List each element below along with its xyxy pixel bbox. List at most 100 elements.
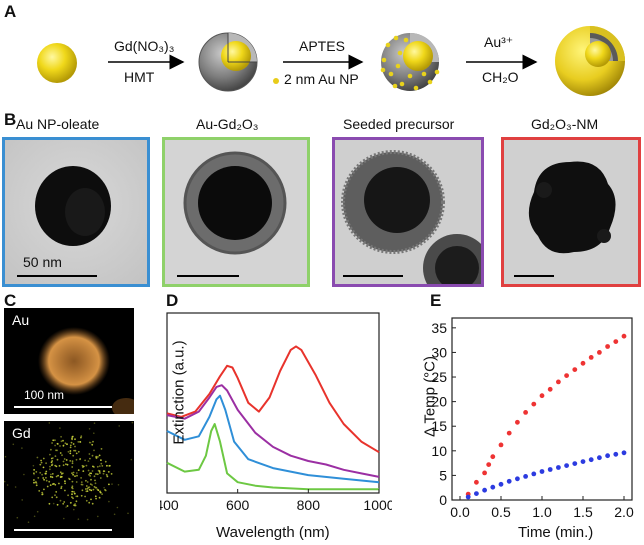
chart-e-ytick-label: 5 (439, 467, 447, 483)
scale-bar-label: 50 nm (23, 254, 62, 270)
gd-signal-dot (67, 450, 70, 453)
gd-signal-dot (85, 479, 87, 482)
panel-d-letter: D (166, 291, 179, 310)
gd-signal-dot (82, 470, 85, 472)
gd-signal-dot (89, 475, 92, 477)
gd-signal-dot (64, 442, 67, 445)
gd-signal-dot (52, 483, 54, 485)
gd-signal-dot (71, 466, 74, 468)
gd-signal-dot (86, 518, 89, 521)
gd-signal-dot (33, 515, 36, 518)
gd-signal-dot (33, 469, 35, 471)
chart-e-ytick-label: 20 (431, 394, 447, 410)
gd-signal-dot (62, 444, 65, 447)
gd-signal-dot (69, 460, 72, 462)
gd-signal-dot (81, 489, 84, 492)
gd-signal-dot (88, 453, 91, 455)
gd-signal-dot (37, 477, 40, 479)
chart-e-point-series-1 (547, 467, 553, 472)
gd-signal-dot (87, 486, 90, 489)
gd-signal-dot (93, 422, 96, 424)
scale-bar (17, 275, 97, 277)
gd-signal-dot (110, 473, 113, 475)
gd-signal-dot (106, 464, 108, 467)
gd-signal-dot (21, 447, 23, 449)
gd-signal-dot (35, 471, 38, 473)
gd-signal-dot (91, 484, 93, 486)
gd-signal-dot (49, 468, 51, 471)
gd-signal-dot (21, 499, 24, 501)
seeded-precursor-icon (380, 33, 440, 91)
gold-nanoparticle-icon (37, 43, 77, 83)
chart-e-ytick-label: 30 (431, 344, 447, 360)
gd-signal-dot (87, 469, 90, 472)
tem-title-au-gd2o3: Au-Gd₂O₃ (196, 116, 259, 132)
tem-title-au-np-oleate: Au NP-oleate (16, 116, 100, 132)
gd-signal-dot (46, 485, 49, 488)
chart-e-point-series-1 (613, 451, 619, 457)
gd-signal-dot (48, 502, 51, 505)
extinction-chart: 400 600 800 1000 (160, 312, 392, 513)
gd-signal-dot (4, 480, 6, 483)
gd-signal-dot (72, 443, 75, 445)
gd-signal-dot (54, 455, 57, 457)
gd-signal-dot (92, 440, 94, 443)
gd-signal-dot (71, 485, 74, 488)
chart-e-point-series-0 (539, 393, 545, 399)
gd-signal-dot (118, 425, 120, 427)
gd-signal-dot (67, 494, 69, 497)
chart-e-point-series-0 (547, 386, 553, 392)
gd-signal-dot (59, 471, 62, 474)
gd-signal-dot (49, 453, 51, 456)
gd-signal-dot (16, 516, 19, 519)
panel-c-letter: C (4, 291, 17, 310)
gd-signal-dot (62, 444, 65, 446)
gd-signal-dot (23, 473, 25, 476)
gd-signal-dot (107, 471, 110, 473)
gd-signal-dot (130, 458, 133, 461)
gd-signal-dot (98, 496, 101, 499)
gd-signal-dot (116, 506, 119, 509)
gd-signal-dot (51, 476, 54, 479)
gd-signal-dot (60, 475, 63, 478)
synthesis-scheme (37, 26, 625, 96)
chart-e-point-series-1 (515, 476, 520, 482)
chart-e-point-series-0 (498, 442, 504, 448)
gd-signal-dot (41, 473, 43, 476)
chart-e-xlabel: Time (min.) (518, 524, 594, 541)
gd-signal-dot (90, 489, 93, 492)
chart-d-series-3 (166, 423, 379, 491)
gd-signal-dot (77, 469, 80, 471)
gd-signal-dot (36, 456, 39, 459)
gd-signal-dot (89, 483, 92, 485)
gd-signal-dot (65, 506, 67, 508)
gd-signal-dot (55, 465, 58, 468)
gd-signal-dot (60, 485, 63, 488)
chart-e-point-series-0 (486, 462, 492, 467)
gd-signal-dot (38, 490, 41, 492)
gd-signal-dot (88, 428, 91, 430)
gd-signal-dot (63, 458, 66, 460)
au-gd2o3-particle-icon (198, 32, 258, 92)
gd-signal-dot (71, 490, 74, 493)
gd-signal-dot (79, 458, 82, 460)
gd-signal-dot (41, 491, 44, 494)
chart-e-ytick-label: 10 (431, 443, 447, 459)
gd-signal-dot (90, 498, 92, 501)
gd-signal-dot (98, 470, 101, 472)
gd-signal-dot (88, 488, 91, 491)
gd-signal-dot (108, 465, 110, 467)
gd-signal-dot (65, 459, 68, 461)
gd-signal-dot (86, 481, 89, 483)
chart-e-point-series-0 (523, 410, 528, 415)
gd-signal-dot (62, 502, 65, 505)
gd-signal-dot (61, 454, 63, 457)
gd-signal-dot (74, 503, 76, 505)
au-seed-dot-icon (273, 78, 279, 84)
gd-signal-dot (72, 454, 75, 457)
chart-d-ylabel: Extinction (a.u.) (170, 340, 188, 445)
chart-e-point-series-1 (482, 487, 487, 493)
panel-d: D 400 600 800 1000 Wavelength (nm) Extincti… (160, 288, 392, 545)
gd-signal-dot (32, 464, 35, 467)
gd-signal-dot (55, 475, 58, 478)
